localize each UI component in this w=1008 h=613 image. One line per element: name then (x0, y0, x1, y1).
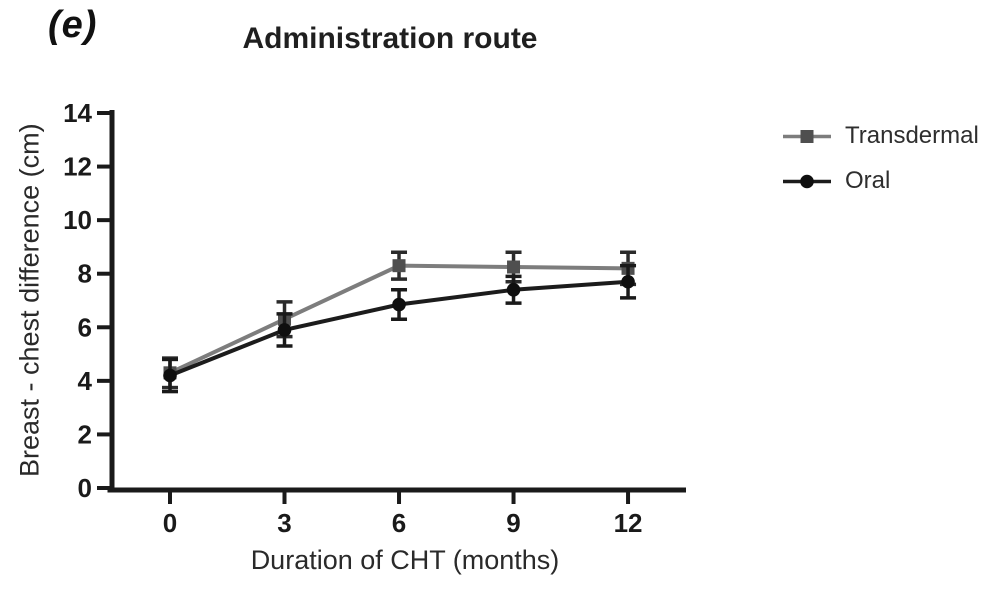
series-oral (162, 263, 637, 394)
x-axis-label: Duration of CHT (months) (250, 545, 560, 575)
circle-marker-icon (392, 297, 406, 312)
y-tick-label: 14 (63, 98, 92, 128)
y-tick-label: 12 (63, 152, 92, 182)
chart-title: Administration route (242, 22, 538, 55)
legend-label-oral: Oral (845, 167, 891, 194)
oral-legend-marker-icon (783, 174, 831, 188)
circle-marker-icon (506, 282, 521, 297)
y-tick-label: 10 (63, 205, 92, 235)
panel-label: (e) (48, 4, 98, 46)
x-tick-label: 12 (614, 508, 643, 538)
legend: Transdermal Oral (783, 116, 979, 206)
square-marker-icon (507, 260, 521, 274)
square-marker-icon (392, 259, 406, 273)
transdermal-legend-marker-icon (783, 129, 831, 143)
square-marker-icon (800, 129, 814, 143)
x-tick-label: 0 (163, 508, 177, 538)
circle-marker-icon (621, 274, 635, 289)
x-tick-label: 3 (277, 508, 291, 538)
y-tick-label: 0 (78, 473, 92, 503)
y-tick-label: 2 (78, 419, 92, 449)
y-tick-label: 6 (78, 312, 92, 342)
legend-item-transdermal: Transdermal (783, 116, 979, 156)
legend-item-oral: Oral (783, 161, 979, 201)
circle-marker-icon (277, 323, 292, 337)
y-tick-label: 8 (78, 259, 92, 289)
y-tick-label: 4 (78, 366, 93, 396)
x-tick-label: 9 (506, 508, 520, 538)
circle-marker-icon (163, 368, 177, 383)
legend-label-transdermal: Transdermal (845, 122, 979, 149)
circle-marker-icon (800, 174, 814, 188)
x-tick-label: 6 (392, 508, 406, 538)
